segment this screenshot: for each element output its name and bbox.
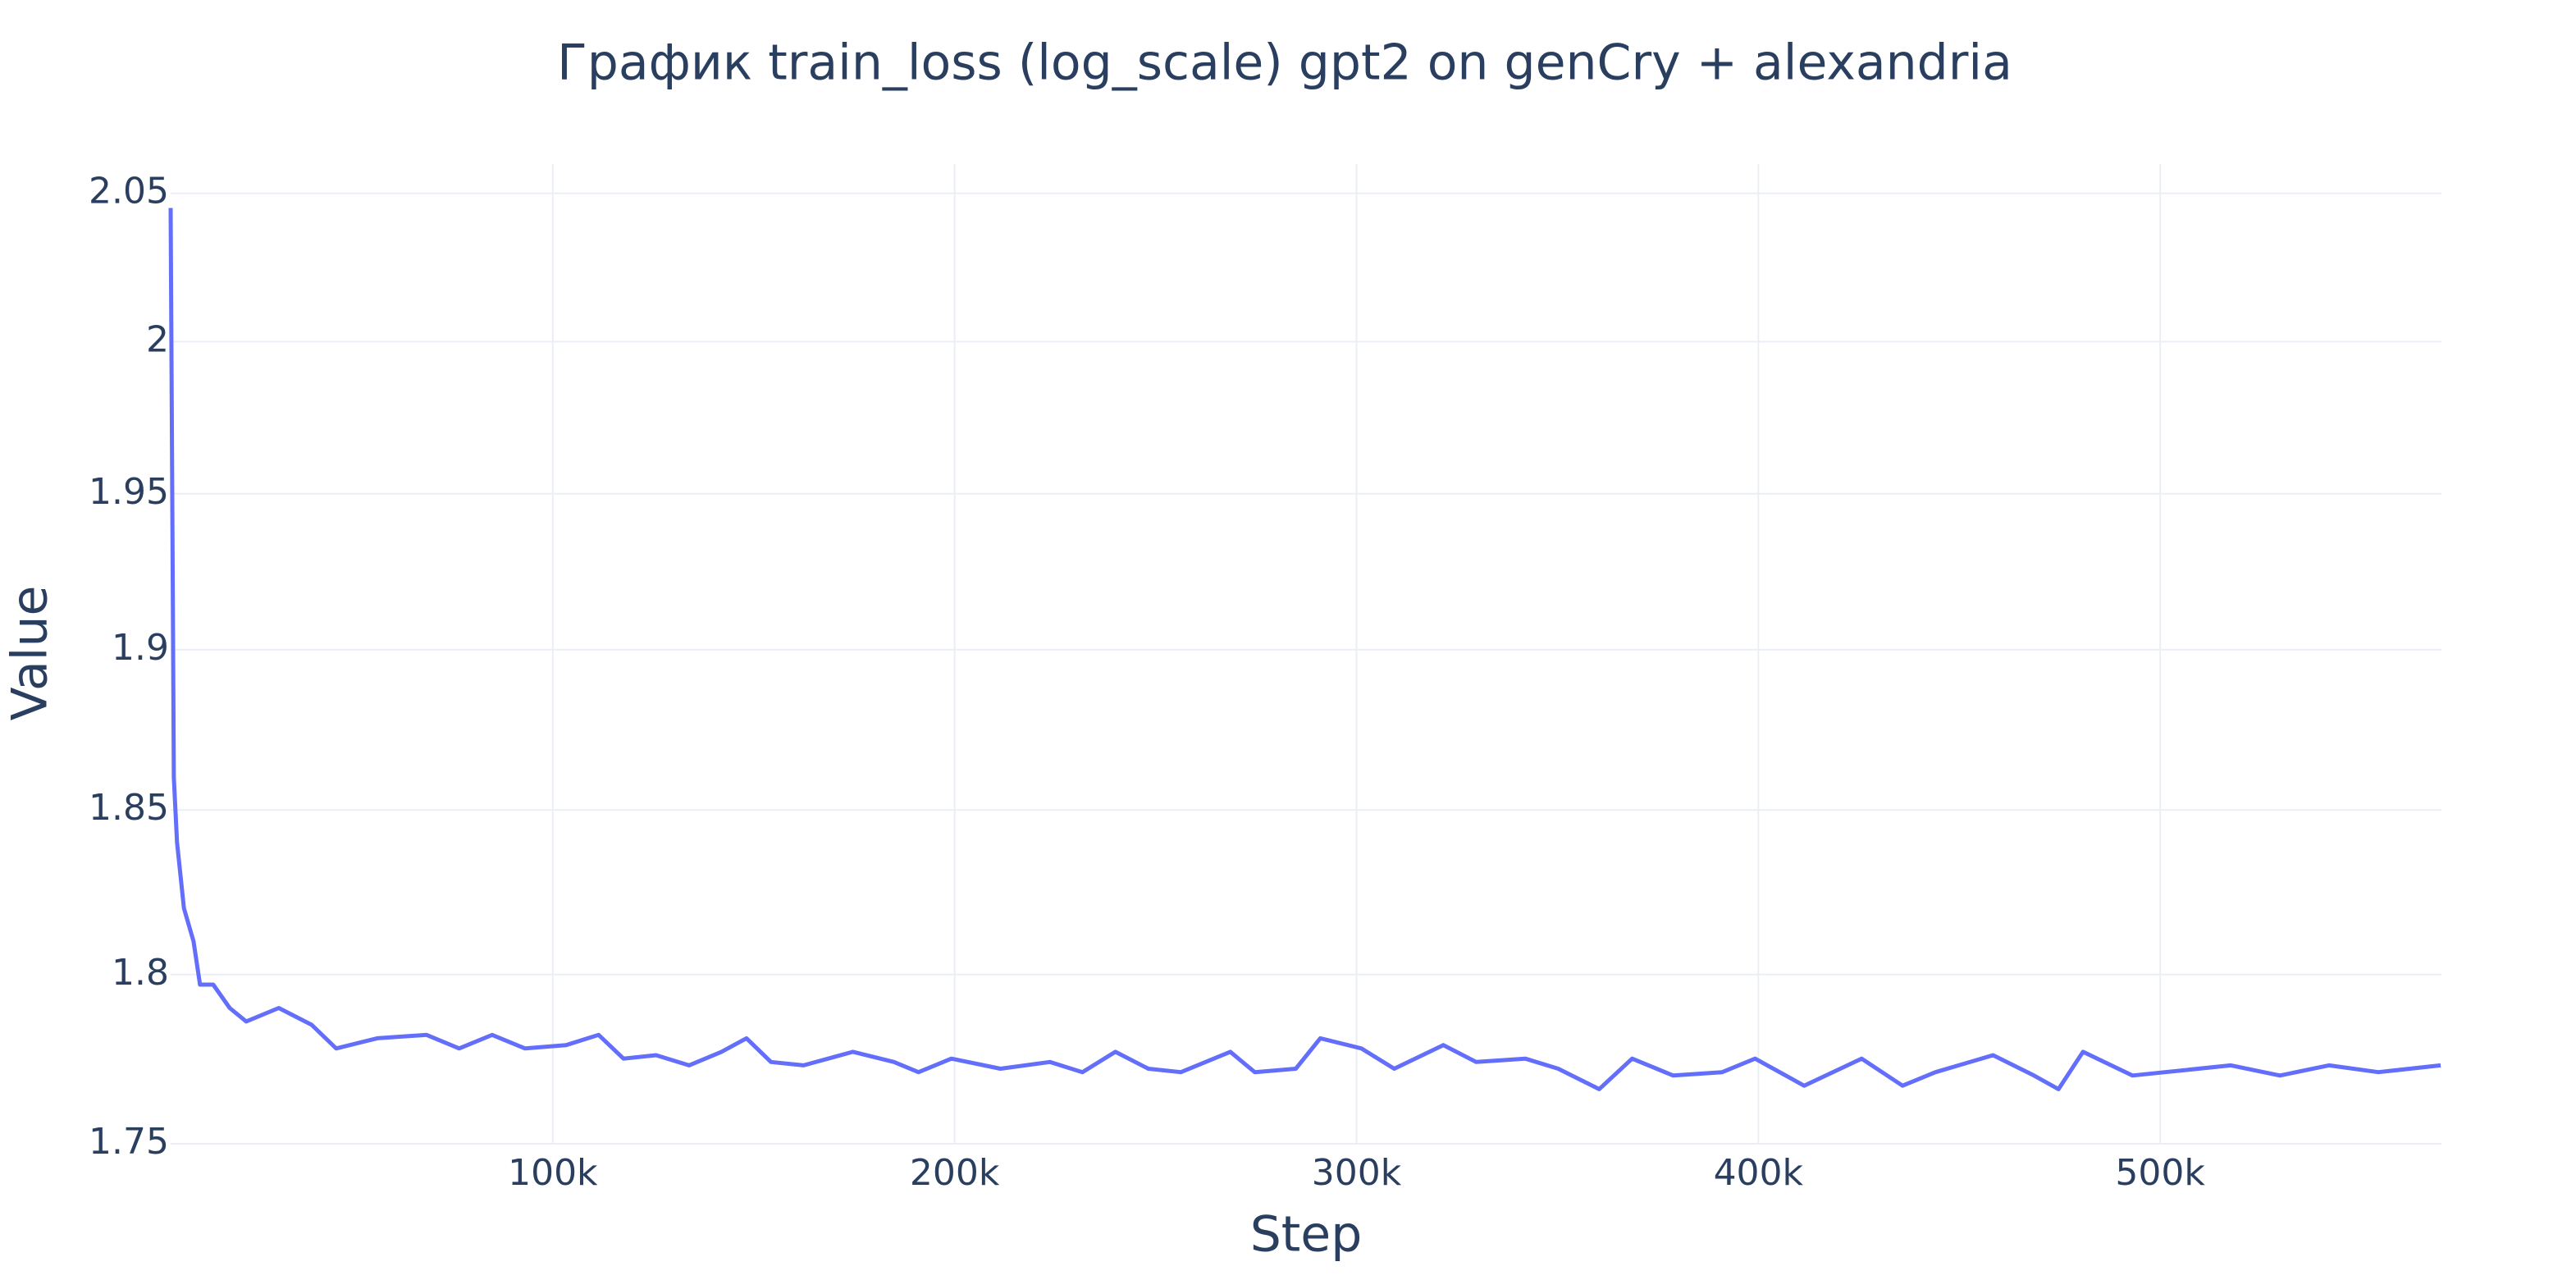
x-tick-label: 300k	[1312, 1152, 1402, 1194]
y-tick-label: 1.85	[89, 787, 169, 829]
x-tick-label: 200k	[910, 1152, 1000, 1194]
y-tick-label: 1.75	[89, 1121, 169, 1163]
y-tick-label: 1.9	[112, 627, 169, 669]
x-axis-title: Step	[1250, 1206, 1363, 1264]
y-tick-label: 2.05	[89, 171, 169, 213]
y-tick-label: 2	[146, 318, 169, 360]
y-tick-label: 1.95	[89, 471, 169, 513]
y-axis-title: Value	[2, 586, 59, 721]
y-tick-label: 1.8	[112, 952, 169, 994]
chart-title: График train_loss (log_scale) gpt2 on ge…	[557, 34, 2012, 92]
x-tick-label: 500k	[2115, 1152, 2205, 1194]
x-tick-label: 100k	[508, 1152, 598, 1194]
line-series	[168, 208, 2441, 1091]
x-tick-label: 400k	[1714, 1152, 1804, 1194]
